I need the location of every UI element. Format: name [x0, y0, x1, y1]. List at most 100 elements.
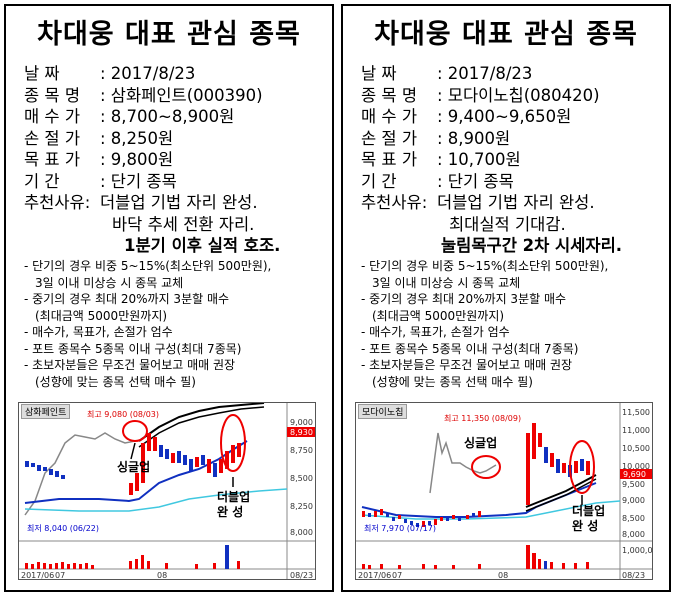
y-tick: 11,000: [622, 426, 650, 435]
ma-line-cyan: [24, 488, 288, 512]
reason-row: 추천사유: 더블업 기법 자리 완성. 바닥 추세 전환 자리. 1분기 이후 …: [24, 193, 281, 255]
x-label: 07: [55, 571, 65, 579]
note-line: - 중기의 경우 최대 20%까지 3분할 매수: [24, 292, 230, 306]
stock-chart: 9,000 8,750 8,500 8,250 8,000 8,930 최고 9…: [18, 402, 316, 580]
y-tick: 8,000: [622, 530, 645, 539]
ma-line-gray: [429, 432, 497, 494]
y-tick: 8,750: [290, 446, 313, 455]
date-row: 날 짜: 2017/8/23: [24, 64, 196, 83]
note-line: - 포트 종목수 5종목 이내 구성(최대 7종목): [361, 341, 579, 356]
stop-loss-row: 손 절 가: 8,900원: [361, 128, 511, 148]
double-up-annot-2: 완 성: [572, 519, 598, 533]
stock-info: 날 짜: 2017/8/23 종 목 명: 삼화페인트(000390) 매 수 …: [24, 63, 280, 257]
note-line: - 초보자분들은 무조건 물어보고 매매 권장: [361, 358, 573, 372]
target-price-row: 목 표 가: 10,700원: [361, 150, 521, 169]
reason-line: 눌림목구간 2차 시세자리.: [441, 236, 623, 255]
period-row: 기 간: 단기 종목: [361, 171, 514, 191]
note-line: - 단기의 경우 비중 5~15%(최소단위 500만원),: [24, 259, 272, 273]
x-label: 2017/06: [21, 571, 54, 579]
card-title: 차대웅 대표 관심 종목: [374, 19, 638, 50]
y-tick: 9,000: [622, 496, 645, 505]
volume-tick: 1,000,000: [622, 546, 652, 555]
y-tick: 8,000: [290, 528, 313, 537]
stop-loss-row: 손 절 가: 8,250원: [24, 128, 174, 148]
stock-name-row: 종 목 명: 삼화페인트(000390): [24, 85, 263, 105]
reason-line: 더블업 기법 자리 완성.: [437, 193, 595, 212]
stock-name-row: 종 목 명: 모다이노칩(080420): [361, 85, 600, 105]
x-label: 08/23: [290, 571, 313, 579]
x-label: 2017/06: [358, 571, 391, 579]
reason-line: 더블업 기법 자리 완성.: [100, 193, 258, 212]
target-price-row: 목 표 가: 9,800원: [24, 150, 174, 169]
chart-svg: 11,500 11,000 10,500 10,000 9,500 9,000 …: [356, 403, 652, 579]
ma-line-cyan: [361, 500, 621, 520]
reason-line: 1분기 이후 실적 호조.: [124, 236, 281, 255]
chart-stock-name: 삼화페인트: [21, 404, 71, 419]
stock-chart: 11,500 11,000 10,500 10,000 9,500 9,000 …: [355, 402, 653, 580]
x-label: 08/23: [622, 571, 645, 579]
y-tick: 8,250: [290, 502, 313, 511]
ma-line-black: [525, 474, 597, 508]
double-up-annot-2: 완 성: [217, 505, 243, 519]
date-row: 날 짜: 2017/8/23: [361, 64, 533, 83]
high-label: 최고 9,080 (08/03): [87, 409, 159, 419]
ma-line-black-2: [525, 478, 597, 512]
candles: [25, 433, 241, 495]
high-label: 최고 11,350 (08/09): [444, 413, 521, 423]
y-tick: 8,500: [290, 474, 313, 483]
y-tick: 9,000: [290, 418, 313, 427]
note-line: - 포트 종목수 5종목 이내 구성(최대 7종목): [24, 341, 242, 356]
y-tick: 8,500: [622, 514, 645, 523]
single-up-circle: [471, 455, 501, 479]
stock-info: 날 짜: 2017/8/23 종 목 명: 모다이노칩(080420) 매 수 …: [361, 63, 622, 257]
ma-line-gray: [24, 432, 136, 516]
y-tick: 10,000: [622, 462, 650, 471]
notes: - 단기의 경우 비중 5~15%(최소단위 500만원), 3일 이내 미상승…: [361, 258, 608, 390]
ma-line-black-2: [138, 406, 265, 448]
note-line: - 매수가, 목표가, 손절가 엄수: [24, 325, 173, 339]
buy-price-row: 매 수 가: 8,700~8,900원: [24, 107, 235, 126]
low-label: 최저 7,970 (07/17): [364, 523, 436, 533]
y-tick: 9,500: [622, 480, 645, 489]
stock-card-left: 차대웅 대표 관심 종목 날 짜: 2017/8/23 종 목 명: 삼화페인트…: [4, 4, 334, 592]
y-tick: 11,500: [622, 408, 650, 417]
reason-line: 바닥 추세 전환 자리.: [112, 214, 255, 234]
note-line: - 매수가, 목표가, 손절가 엄수: [361, 325, 510, 339]
x-label: 08: [498, 571, 508, 579]
buy-price-row: 매 수 가: 9,400~9,650원: [361, 107, 572, 126]
volume-bars: [362, 545, 589, 569]
stock-card-right: 차대웅 대표 관심 종목 날 짜: 2017/8/23 종 목 명: 모다이노칩…: [341, 4, 671, 592]
single-up-annot: 싱글업: [117, 459, 150, 474]
ma-line-blue: [24, 440, 248, 504]
x-label: 08: [157, 571, 167, 579]
note-line: - 중기의 경우 최대 20%까지 3분할 매수: [361, 292, 567, 306]
double-up-annot: 더블업: [572, 503, 605, 518]
notes: - 단기의 경우 비중 5~15%(최소단위 500만원), 3일 이내 미상승…: [24, 258, 271, 390]
card-title: 차대웅 대표 관심 종목: [37, 19, 301, 50]
note-line: - 단기의 경우 비중 5~15%(최소단위 500만원),: [361, 259, 609, 273]
reason-line: 최대실적 기대감.: [449, 214, 566, 234]
price-tag: 8,930: [290, 428, 313, 437]
note-line: (최대금액 5000만원까지): [35, 308, 168, 323]
note-line: - 초보자분들은 무조건 물어보고 매매 권장: [24, 358, 236, 372]
volume-bars: [25, 545, 240, 569]
low-label: 최저 8,040 (06/22): [27, 523, 99, 533]
double-up-circle: [220, 414, 246, 472]
ma-line-black: [138, 403, 265, 442]
chart-stock-name: 모다이노칩: [358, 404, 408, 419]
note-line: (최대금액 5000만원까지): [372, 308, 505, 323]
single-up-circle: [122, 420, 148, 442]
note-line: (성향에 맞는 종목 선택 매수 필): [372, 374, 533, 389]
period-row: 기 간: 단기 종목: [24, 171, 177, 191]
chart-svg: 9,000 8,750 8,500 8,250 8,000 8,930 최고 9…: [19, 403, 315, 579]
note-line: 3일 이내 미상승 시 종목 교체: [372, 275, 521, 290]
y-tick: 10,500: [622, 444, 650, 453]
x-label: 07: [392, 571, 402, 579]
note-line: (성향에 맞는 종목 선택 매수 필): [35, 374, 196, 389]
single-up-annot: 싱글업: [464, 435, 497, 450]
note-line: 3일 이내 미상승 시 종목 교체: [35, 275, 184, 290]
double-up-annot: 더블업: [217, 489, 250, 504]
price-tag: 9,690: [623, 470, 646, 479]
double-up-circle: [569, 440, 595, 494]
reason-row: 추천사유: 더블업 기법 자리 완성. 최대실적 기대감. 눌림목구간 2차 시…: [361, 193, 623, 255]
